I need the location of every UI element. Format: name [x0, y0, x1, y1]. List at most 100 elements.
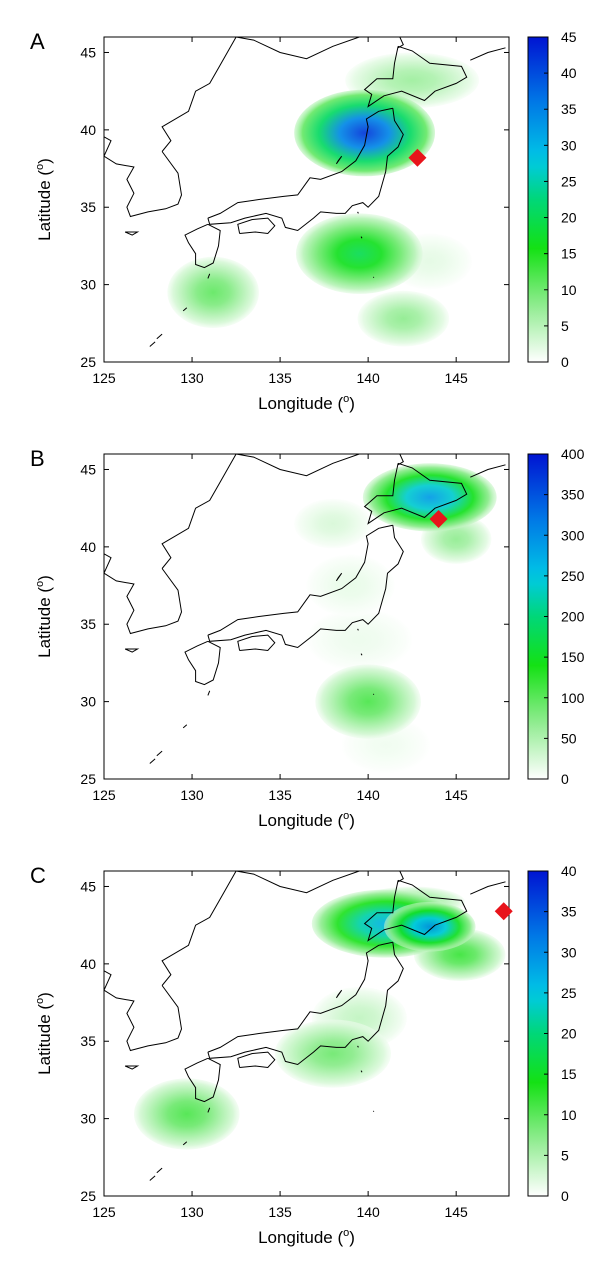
y-tick-label: 35 — [80, 616, 96, 632]
coastline — [363, 879, 468, 942]
coastline — [161, 37, 237, 152]
y-tick-label: 45 — [80, 461, 96, 477]
coastline — [149, 758, 156, 764]
colorbar-tick-label: 35 — [561, 904, 577, 920]
coastline — [363, 45, 468, 108]
coastline — [360, 653, 363, 656]
coastline — [184, 223, 221, 269]
colorbar-tick-label: 5 — [561, 318, 569, 334]
colorbar-tick-label: 5 — [561, 1147, 569, 1163]
coastline — [207, 690, 211, 696]
coastline — [104, 136, 112, 157]
coastline — [237, 1051, 276, 1069]
x-axis-title: Longitude (o) — [258, 393, 355, 413]
coastline — [104, 985, 183, 1052]
coastline — [182, 724, 188, 729]
coastline — [156, 1167, 163, 1174]
x-tick-label: 130 — [180, 370, 204, 386]
heat-blob — [167, 256, 259, 328]
y-tick-label: 30 — [80, 694, 96, 710]
plot-frame — [103, 36, 510, 363]
coastline — [207, 108, 404, 232]
coastline — [104, 553, 112, 574]
coastline — [363, 462, 468, 525]
coastline-layer — [104, 871, 506, 1181]
heat-blob — [294, 498, 372, 549]
coastline — [156, 750, 163, 757]
colorbar-tick-label: 150 — [561, 649, 585, 665]
panel-label: C — [30, 863, 46, 888]
y-tick-label: 25 — [80, 354, 96, 370]
coastline — [237, 217, 276, 235]
heat-blob — [383, 901, 476, 952]
x-tick-label: 135 — [268, 787, 292, 803]
colorbar-tick-label: 250 — [561, 568, 585, 584]
coastline — [161, 454, 237, 569]
y-axis-title: Latitude (o) — [34, 575, 54, 658]
colorbar-tick-label: 400 — [561, 446, 585, 462]
coastline — [207, 107, 393, 219]
colorbar-tick-label: 15 — [561, 1066, 577, 1082]
colorbar: 0 50 100 150 200 250 300 350 400 — [527, 446, 585, 787]
colorbar-gradient — [527, 36, 549, 363]
coastline — [207, 1107, 211, 1113]
colorbar-tick-label: 10 — [561, 1107, 577, 1123]
colorbar-tick-label: 30 — [561, 137, 577, 153]
coastline — [236, 454, 360, 477]
epicenter-marker — [408, 148, 427, 167]
panel-label: B — [30, 446, 45, 471]
x-tick-label: 125 — [92, 787, 116, 803]
y-tick-label: 25 — [80, 771, 96, 787]
colorbar: 0 5 10 15 20 25 30 35 40 45 — [527, 29, 577, 370]
coastline — [360, 1070, 363, 1073]
coastline — [104, 151, 183, 218]
colorbar-tick-label: 0 — [561, 354, 569, 370]
coastline — [207, 525, 404, 649]
y-tick-label: 40 — [80, 122, 96, 138]
panel-a: A 125 130 135 140 145 25 30 35 40 45 Longitude (o) L… — [30, 29, 577, 413]
x-tick-label: 125 — [92, 1204, 116, 1220]
colorbar: 0 5 10 15 20 25 30 35 40 — [527, 863, 577, 1204]
epicenter-marker — [429, 510, 448, 528]
heatmap-layer — [133, 886, 506, 1150]
heatmap-layer — [294, 463, 497, 773]
x-tick-label: 145 — [444, 787, 468, 803]
heat-blob — [133, 1078, 240, 1150]
coastline — [335, 989, 343, 999]
y-tick-label: 25 — [80, 1188, 96, 1204]
y-axis-title: Latitude (o) — [34, 158, 54, 241]
coastline — [124, 1065, 140, 1070]
y-tick-label: 30 — [80, 277, 96, 293]
panel-b: B 125 130 135 140 145 25 30 35 40 45 Longitude (o) L… — [30, 446, 585, 830]
coastline-layer — [104, 454, 506, 764]
colorbar-tick-label: 300 — [561, 527, 585, 543]
coastline — [207, 942, 404, 1066]
coastline — [357, 1045, 359, 1048]
y-tick-label: 35 — [80, 1033, 96, 1049]
coastline — [236, 871, 360, 894]
colorbar-tick-label: 45 — [561, 29, 577, 45]
colorbar-tick-label: 200 — [561, 609, 585, 625]
y-tick-label: 40 — [80, 539, 96, 555]
colorbar-tick-label: 25 — [561, 985, 577, 1001]
x-tick-label: 135 — [268, 1204, 292, 1220]
y-tick-label: 45 — [80, 878, 96, 894]
colorbar-tick-label: 20 — [561, 210, 577, 226]
y-tick-label: 40 — [80, 956, 96, 972]
colorbar-tick-label: 350 — [561, 487, 585, 503]
coastline — [184, 640, 221, 686]
heat-blob — [294, 89, 436, 177]
heat-blob — [295, 213, 423, 294]
coastline — [470, 881, 506, 895]
colorbar-tick-label: 0 — [561, 1188, 569, 1204]
coastline — [207, 524, 393, 636]
heat-blob — [357, 290, 450, 347]
coastline — [335, 155, 343, 165]
colorbar-tick-label: 10 — [561, 282, 577, 298]
coastline — [124, 231, 140, 236]
coastline — [104, 568, 183, 635]
colorbar-tick-label: 25 — [561, 173, 577, 189]
epicenter-marker — [494, 902, 513, 921]
coastline — [124, 648, 140, 653]
